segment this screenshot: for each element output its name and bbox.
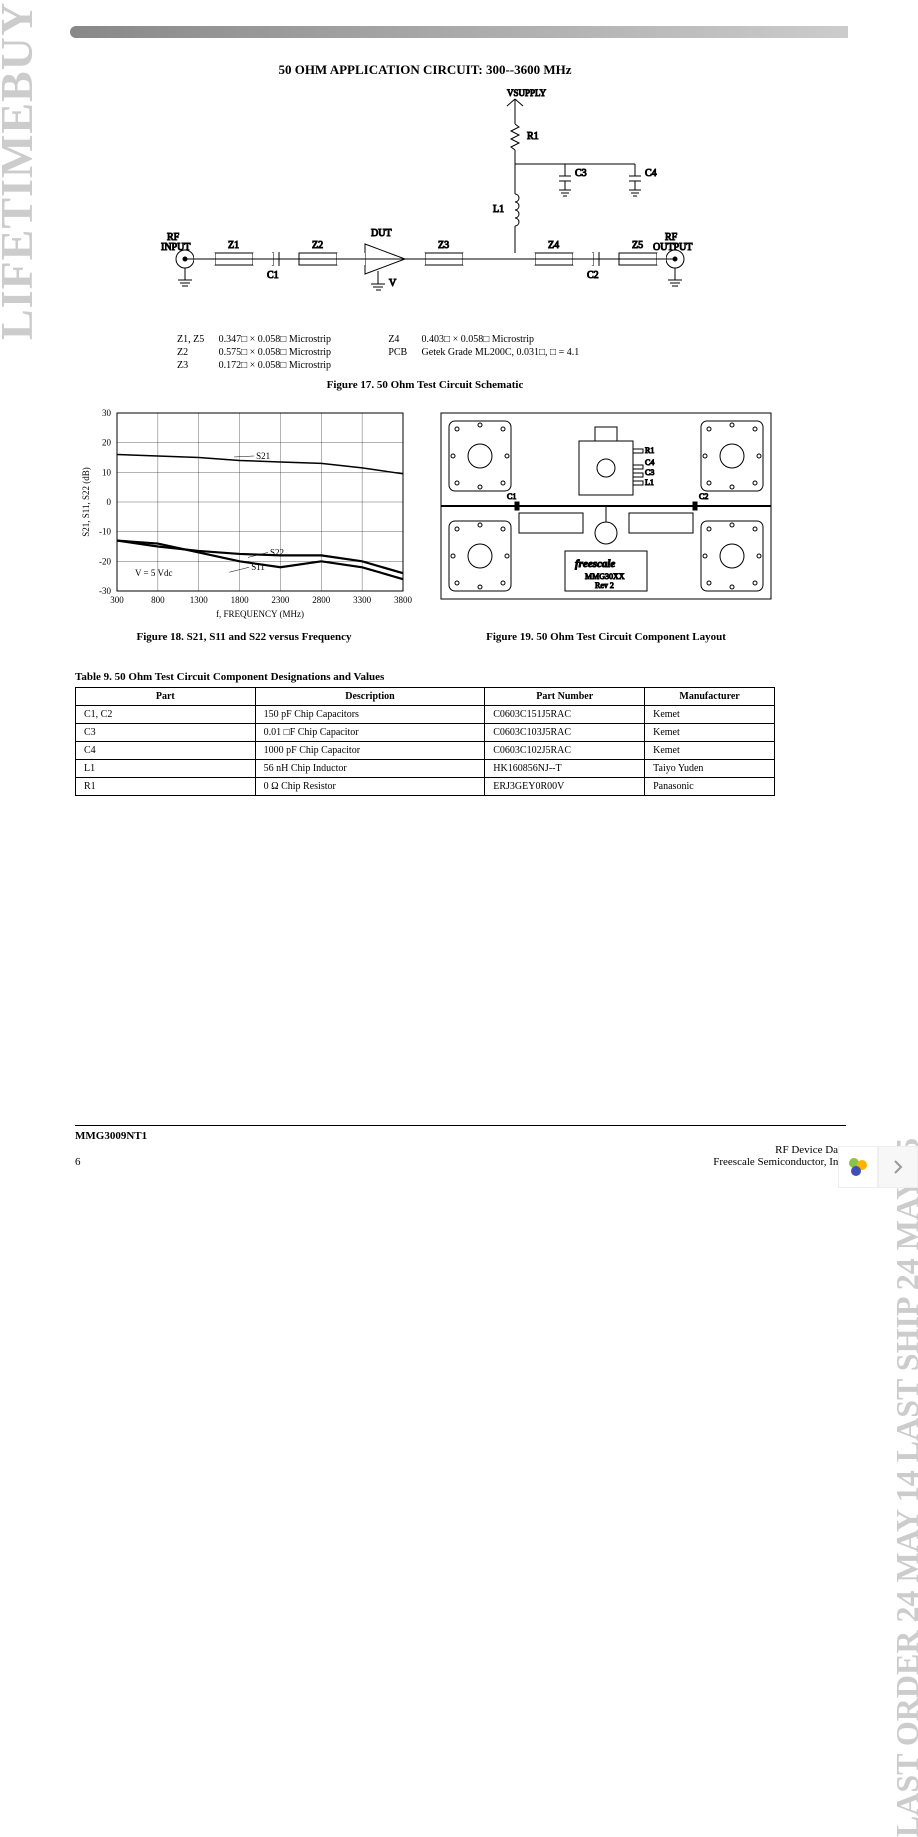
svg-text:R1: R1 <box>645 446 654 455</box>
schematic-caption: Figure 17. 50 Ohm Test Circuit Schematic <box>75 379 775 391</box>
svg-text:Z3: Z3 <box>438 240 449 251</box>
svg-text:10: 10 <box>102 467 112 477</box>
svg-text:f, FREQUENCY (MHz): f, FREQUENCY (MHz) <box>216 609 304 619</box>
svg-text:Rev 2: Rev 2 <box>595 581 614 590</box>
svg-text:Z2: Z2 <box>312 240 323 251</box>
svg-text:S21, S11, S22 (dB): S21, S11, S22 (dB) <box>81 467 91 536</box>
page-footer: MMG3009NT1 <box>75 1125 846 1142</box>
watermark-right: LAST ORDER 24 MAY 14 LAST SHIP 24 MAY 15 <box>889 1138 918 1837</box>
page-content: 50 OHM APPLICATION CIRCUIT: 300--3600 MH… <box>75 58 775 796</box>
svg-text:C3: C3 <box>575 168 587 179</box>
svg-text:C1: C1 <box>507 492 516 501</box>
svg-text:Z4: Z4 <box>548 240 559 251</box>
svg-text:-20: -20 <box>99 556 111 566</box>
svg-text:DUT: DUT <box>371 228 392 239</box>
page-number: 6 <box>75 1156 81 1168</box>
svg-text:30: 30 <box>102 408 112 418</box>
table-header: Part <box>76 688 256 706</box>
vsupply-label: VSUPPLY <box>507 88 547 98</box>
component-table: PartDescriptionPart NumberManufacturer C… <box>75 687 775 796</box>
table-header: Description <box>255 688 485 706</box>
svg-text:C4: C4 <box>645 458 654 467</box>
svg-text:S22: S22 <box>270 547 284 557</box>
svg-text:C4: C4 <box>645 168 657 179</box>
layout-caption: Figure 19. 50 Ohm Test Circuit Component… <box>437 631 775 643</box>
schematic-figure: VSUPPLY R1 C3 C4 <box>75 84 775 364</box>
svg-text:3300: 3300 <box>353 595 372 605</box>
svg-text:-10: -10 <box>99 527 111 537</box>
svg-text:300: 300 <box>110 595 124 605</box>
svg-text:2800: 2800 <box>312 595 331 605</box>
chart-caption: Figure 18. S21, S11 and S22 versus Frequ… <box>75 631 413 643</box>
svg-text:1300: 1300 <box>190 595 209 605</box>
microstrip-spec-table: Z1, Z50.347□ × 0.058□ Microstrip Z40.403… <box>169 332 589 373</box>
svg-text:C2: C2 <box>699 492 708 501</box>
section-title: 50 OHM APPLICATION CIRCUIT: 300--3600 MH… <box>75 62 775 78</box>
svg-text:INPUT: INPUT <box>161 242 190 253</box>
svg-text:S11: S11 <box>251 562 265 572</box>
svg-text:L1: L1 <box>645 478 654 487</box>
svg-text:2300: 2300 <box>271 595 290 605</box>
svg-text:3800: 3800 <box>394 595 413 605</box>
table-row: R10 Ω Chip ResistorERJ3GEY0R00VPanasonic <box>76 778 775 796</box>
next-page-icon[interactable] <box>878 1146 918 1188</box>
part-number: MMG3009NT1 <box>75 1130 147 1142</box>
svg-text:0: 0 <box>107 497 112 507</box>
svg-text:20: 20 <box>102 438 112 448</box>
svg-text:MMG30XX: MMG30XX <box>585 572 625 581</box>
footer-right: RF Device Data Freescale Semiconductor, … <box>713 1144 846 1168</box>
svg-text:-30: -30 <box>99 586 111 596</box>
freescale-logo-icon <box>838 1146 878 1188</box>
page-thumbnail-nav[interactable] <box>838 1146 918 1188</box>
pcb-layout: R1 C4 C3 L1 C1 C2 freescale MMG30XX <box>437 405 775 657</box>
svg-text:1800: 1800 <box>231 595 250 605</box>
svg-text:800: 800 <box>151 595 165 605</box>
svg-text:Z5: Z5 <box>632 240 643 251</box>
page-header-bar <box>70 26 848 38</box>
svg-text:C3: C3 <box>645 468 654 477</box>
table-header: Part Number <box>485 688 645 706</box>
svg-text:R1: R1 <box>527 131 539 142</box>
svg-text:Z1: Z1 <box>228 240 239 251</box>
table-row: C1, C2150 pF Chip CapacitorsC0603C151J5R… <box>76 706 775 724</box>
sparams-chart: 300 800 1300 1800 2300 2800 3300 3800 -30 -20 -10 0… <box>75 405 413 657</box>
svg-text:OUTPUT: OUTPUT <box>653 242 692 253</box>
svg-text:V = 5 Vdc: V = 5 Vdc <box>135 568 173 578</box>
svg-text:V: V <box>389 278 397 289</box>
svg-text:freescale: freescale <box>575 558 615 570</box>
table-row: L156 nH Chip InductorHK160856NJ--TTaiyo … <box>76 760 775 778</box>
svg-text:C2: C2 <box>587 270 599 281</box>
watermark-left: LIFETIMEBUY <box>0 2 43 340</box>
table-title: Table 9. 50 Ohm Test Circuit Component D… <box>75 671 775 683</box>
svg-text:S21: S21 <box>256 451 270 461</box>
table-row: C41000 pF Chip CapacitorC0603C102J5RACKe… <box>76 742 775 760</box>
svg-text:C1: C1 <box>267 270 279 281</box>
svg-text:L1: L1 <box>493 204 504 215</box>
table-row: C30.01 □F Chip CapacitorC0603C103J5RACKe… <box>76 724 775 742</box>
table-header: Manufacturer <box>645 688 775 706</box>
